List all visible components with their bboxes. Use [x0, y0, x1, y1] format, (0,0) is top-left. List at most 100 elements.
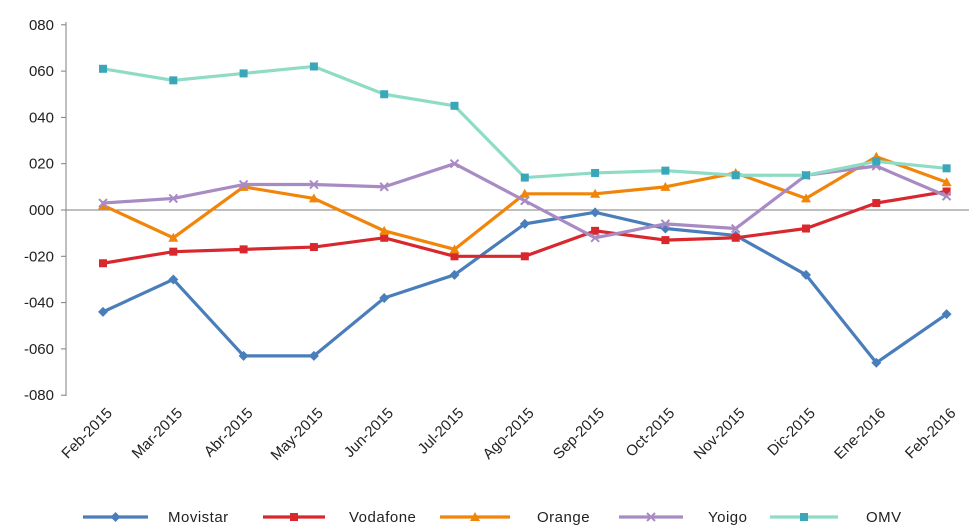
legend: Movistar Vodafone Orange Yoigo OMV — [83, 509, 901, 526]
data-point — [169, 76, 178, 85]
series-lines — [98, 62, 952, 368]
x-tick-label: May-2015 — [268, 405, 327, 464]
x-tick-label: Mar-2015 — [129, 405, 186, 462]
series-orange — [98, 151, 952, 254]
y-tick-label: 080 — [29, 17, 54, 34]
data-point — [590, 207, 601, 218]
data-point — [238, 350, 249, 361]
x-tick-label: Nov-2015 — [691, 405, 749, 463]
data-point — [308, 193, 319, 203]
data-point — [801, 193, 811, 203]
data-point — [380, 90, 389, 99]
data-point — [591, 168, 600, 177]
legend-item-vodafone: Vodafone — [263, 509, 416, 526]
x-tick-label: Feb-2016 — [902, 405, 959, 462]
data-point — [941, 177, 952, 187]
data-point — [590, 233, 600, 243]
x-tick-label: Oct-2015 — [623, 405, 679, 461]
axes — [65, 22, 969, 396]
series-line — [101, 210, 949, 365]
data-point — [519, 218, 530, 229]
data-point — [660, 181, 671, 191]
data-point — [379, 225, 390, 235]
legend-label: Yoigo — [708, 509, 748, 526]
series-line — [101, 155, 949, 251]
data-point — [941, 309, 952, 320]
data-point — [941, 191, 952, 201]
y-tick-label: 040 — [29, 109, 54, 126]
legend-label: Orange — [537, 509, 590, 526]
data-point — [169, 247, 178, 256]
data-point — [871, 357, 882, 368]
data-point — [450, 252, 459, 261]
data-point — [239, 69, 248, 78]
data-point — [802, 171, 810, 180]
series-line — [101, 64, 949, 180]
data-point — [98, 306, 108, 317]
x-tick-label: Sep-2015 — [550, 405, 608, 463]
legend-item-movistar: Movistar — [83, 509, 229, 526]
data-point — [449, 269, 460, 280]
data-point — [450, 101, 459, 110]
series-vodafone — [99, 187, 951, 268]
data-point — [449, 158, 460, 169]
data-point — [380, 233, 389, 242]
legend-item-omv: OMV — [770, 509, 901, 526]
legend-marker — [110, 512, 121, 522]
data-point — [308, 350, 319, 361]
y-tick-label: -080 — [24, 387, 54, 404]
data-point — [942, 187, 951, 196]
data-point — [238, 179, 249, 190]
data-point — [98, 200, 108, 210]
data-point — [519, 188, 530, 198]
y-tick-label: -040 — [24, 295, 54, 312]
y-axis-ticks: 080 060 040 020 000 -020 -040 -060 -080 — [24, 17, 66, 404]
y-tick-label: -020 — [24, 248, 54, 265]
y-tick-label: 020 — [29, 156, 54, 173]
data-point — [801, 269, 811, 280]
x-tick-label: Jul-2015 — [415, 405, 468, 458]
data-point — [942, 164, 951, 173]
data-point — [99, 259, 107, 268]
data-point — [449, 244, 460, 254]
x-tick-label: Feb-2015 — [58, 405, 115, 462]
data-point — [802, 224, 810, 233]
data-point — [730, 223, 741, 234]
data-point — [168, 232, 179, 242]
legend-label: Movistar — [168, 509, 229, 526]
data-point — [661, 166, 670, 175]
data-point — [591, 226, 600, 235]
data-point — [238, 181, 249, 191]
x-tick-label: Ene-2016 — [831, 405, 889, 463]
data-point — [520, 173, 529, 182]
legend-marker — [646, 512, 656, 522]
data-point — [309, 179, 319, 190]
legend-marker — [800, 513, 808, 521]
series-movistar — [98, 207, 952, 368]
y-tick-label: 060 — [29, 63, 54, 80]
x-tick-label: Abr-2015 — [201, 405, 257, 461]
data-point — [99, 64, 107, 73]
data-point — [168, 274, 179, 285]
data-point — [660, 219, 671, 229]
x-tick-label: Jun-2015 — [341, 405, 397, 461]
legend-marker — [290, 513, 298, 521]
x-axis-ticks: Feb-2015 Mar-2015 Abr-2015 May-2015 Jun-2015… — [58, 405, 959, 464]
legend-label: Vodafone — [349, 509, 416, 526]
data-point — [98, 198, 108, 208]
data-point — [590, 188, 601, 198]
data-point — [239, 245, 248, 254]
data-point — [520, 196, 530, 206]
data-point — [661, 236, 670, 245]
series-omv — [99, 62, 951, 182]
data-point — [168, 193, 179, 204]
legend-item-orange: Orange — [440, 509, 590, 526]
data-point — [872, 199, 881, 208]
data-point — [520, 252, 529, 261]
data-point — [309, 62, 318, 71]
data-point — [731, 233, 740, 242]
x-tick-label: Ago-2015 — [480, 405, 538, 463]
data-point — [731, 171, 740, 180]
legend-marker — [470, 512, 480, 521]
